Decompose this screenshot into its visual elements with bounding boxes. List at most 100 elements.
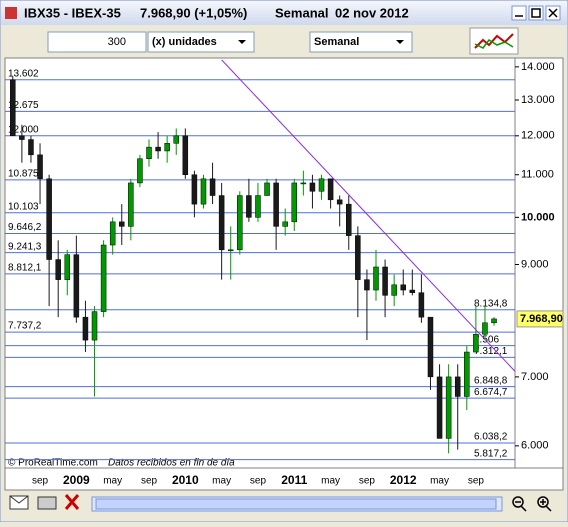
candle-body	[418, 292, 425, 318]
x-tick-label: sep	[468, 476, 485, 487]
candle-body	[318, 178, 325, 192]
candle-body	[37, 154, 43, 180]
units-value: 300	[108, 36, 126, 48]
candle-body	[109, 221, 116, 246]
candle-body	[373, 266, 379, 291]
zoom-glyphs	[515, 499, 552, 512]
x-tick-label: may	[321, 476, 340, 487]
period-select[interactable]	[309, 31, 413, 53]
candle-body	[19, 135, 25, 140]
candle-body	[146, 146, 152, 159]
candle-body	[473, 334, 479, 353]
candle-body	[454, 376, 461, 397]
candle-body	[382, 266, 388, 296]
time-axis	[4, 467, 564, 491]
y-tick-label: 10.000	[521, 211, 555, 223]
data-note: Datos recibidos en fin de día	[108, 458, 235, 469]
candle-body	[237, 195, 243, 251]
x-tick-label: sep	[141, 476, 158, 487]
zoom-in-button[interactable]	[537, 496, 549, 508]
quote: 7.968,90 (+1,05%)	[140, 5, 247, 20]
level-label: 6.038,2	[474, 432, 508, 443]
x-tick-label: 2012	[390, 473, 417, 487]
y-tick-label: 7.000	[521, 371, 549, 383]
instrument: IBX35 - IBEX-35	[24, 5, 121, 20]
x-tick-label: sep	[32, 476, 49, 487]
candle-body	[464, 351, 470, 397]
level-label: 7.737,2	[8, 321, 42, 332]
plot-area	[4, 57, 516, 469]
x-tick-label: 2009	[63, 473, 90, 487]
minimize-button[interactable]	[511, 5, 527, 21]
title-bar	[1, 1, 567, 25]
copyright: © ProRealTime.com	[8, 458, 98, 469]
period: Semanal	[275, 5, 328, 20]
scroll-thumb[interactable]	[95, 498, 497, 510]
candle-body	[64, 254, 71, 280]
y-tick-label: 14.000	[521, 61, 555, 73]
trendline	[221, 59, 516, 372]
units-label: (x) unidades	[152, 36, 217, 48]
candle-body	[119, 221, 125, 227]
period-select-label: Semanal	[314, 36, 359, 48]
bottom-toolbar	[9, 494, 552, 512]
level-label: 5.817,2	[474, 448, 508, 459]
candle-body	[427, 316, 434, 378]
indicators-button[interactable]	[469, 27, 519, 55]
y-tick-label: 6.000	[521, 440, 549, 452]
candle-body	[255, 195, 261, 218]
print-button[interactable]	[37, 496, 57, 510]
candle-body	[182, 135, 189, 175]
chart: 6.000 7.000 9.000 10.000 11.000 12.000 13.000 1…	[5, 59, 564, 487]
level-label: 6.848,8	[474, 375, 508, 386]
x-tick-label: sep	[250, 476, 267, 487]
candle-body	[364, 279, 370, 291]
level-label: 9.241,3	[8, 241, 42, 252]
x-tick-label: may	[103, 476, 122, 487]
candle-body	[309, 182, 316, 192]
candle-body	[209, 178, 216, 196]
candle-body	[82, 316, 89, 341]
maximize-button[interactable]	[528, 5, 544, 21]
candle-body	[264, 182, 270, 196]
level-label: 8.812,1	[8, 263, 42, 274]
indicators-icon	[474, 33, 514, 49]
candle-body	[282, 221, 288, 227]
level-label: 6.674,7	[474, 387, 508, 398]
x-tick-label: 2010	[172, 473, 199, 487]
level-label: 7.506	[474, 334, 499, 345]
units-input[interactable]	[47, 31, 147, 53]
x-tick-label: sep	[359, 476, 376, 487]
level-label: 8.134,8	[474, 298, 508, 309]
candle-body	[327, 178, 334, 201]
delete-button[interactable]	[64, 494, 80, 510]
x-tick-label: 2011	[281, 473, 307, 487]
y-tick-label: 9.000	[521, 258, 549, 270]
candle-body	[55, 259, 61, 280]
candle-body	[300, 182, 307, 185]
level-label: 10.103	[8, 201, 39, 212]
units-select[interactable]	[147, 31, 255, 53]
zoom-out-button[interactable]	[512, 496, 524, 508]
mail-icon	[9, 495, 29, 504]
last-price-box	[516, 310, 564, 328]
date: 02 nov 2012	[335, 5, 409, 20]
app-icon	[5, 7, 17, 19]
level-label: 12.675	[8, 100, 39, 111]
y-tick-label: 12.000	[521, 130, 555, 142]
level-label: 12.000	[8, 124, 39, 135]
candle-body	[273, 182, 279, 227]
candle-body	[155, 146, 161, 152]
dropdown-arrow	[238, 40, 246, 44]
dropdown-arrow	[396, 40, 404, 44]
level-label: 9.646,2	[8, 222, 42, 233]
candle-body	[355, 235, 361, 280]
candle-body	[227, 249, 234, 252]
x-tick-label: may	[212, 476, 231, 487]
candle-body	[10, 79, 16, 137]
candle-body	[436, 376, 443, 439]
candle-body	[246, 195, 252, 218]
candle-body	[336, 199, 343, 205]
candle-body	[100, 244, 107, 312]
